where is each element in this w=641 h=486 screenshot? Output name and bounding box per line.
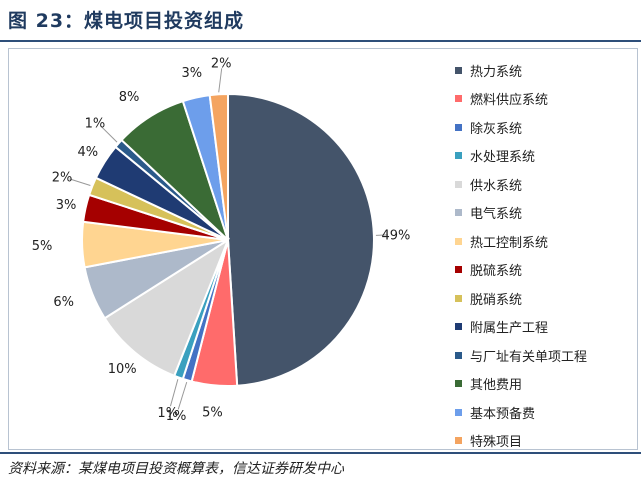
pie-slices [81, 92, 375, 387]
legend-swatch [455, 95, 462, 103]
data-label: 2% [52, 171, 73, 186]
legend-item: 脱硫系统 [455, 256, 635, 285]
data-label: 1% [85, 116, 106, 131]
pie-slice [227, 92, 375, 387]
source-note: 资料来源：某煤电项目投资概算表，信达证券研发中心 [8, 461, 344, 477]
legend-item: 热力系统 [455, 56, 635, 85]
legend-item: 基本预备费 [455, 398, 635, 427]
leader-line [100, 125, 118, 143]
legend-item: 特殊项目 [455, 427, 635, 456]
legend-swatch [455, 351, 462, 359]
legend-label: 附属生产工程 [470, 321, 549, 337]
legend-item: 其他费用 [455, 370, 635, 399]
pie-slice [208, 92, 229, 241]
data-labels: 49%5%1%1%10%6%5%3%2%4%1%8%3%2% [32, 56, 411, 424]
legend-item: 脱硝系统 [455, 284, 635, 313]
pie-slice [103, 237, 231, 378]
legend-label: 脱硫系统 [470, 264, 523, 280]
data-label: 8% [119, 90, 140, 105]
pie-chart: 49%5%1%1%10%6%5%3%2%4%1%8%3%2% [32, 56, 411, 424]
leader-line [69, 178, 91, 186]
legend-swatch [455, 408, 462, 416]
data-label: 3% [181, 66, 202, 81]
legend-item: 附属生产工程 [455, 313, 635, 342]
legend-label: 燃料供应系统 [470, 93, 549, 109]
data-label: 2% [211, 56, 232, 71]
data-label: 1% [166, 409, 187, 424]
data-label: 49% [381, 229, 410, 244]
legend-item: 电气系统 [455, 199, 635, 228]
legend-swatch [455, 323, 462, 331]
leader-lines [69, 68, 388, 410]
legend-label: 电气系统 [470, 207, 523, 223]
data-label: 6% [53, 295, 74, 310]
legend-label: 除灰系统 [470, 121, 523, 137]
chart-frame [8, 48, 638, 450]
legend-swatch [455, 209, 462, 217]
data-label: 5% [202, 405, 223, 420]
legend-swatch [455, 266, 462, 274]
data-label: 4% [78, 145, 99, 160]
source-divider [0, 452, 641, 454]
title-divider [0, 40, 641, 42]
legend-item: 热工控制系统 [455, 227, 635, 256]
legend-swatch [455, 437, 462, 445]
legend-item: 除灰系统 [455, 113, 635, 142]
legend-label: 供水系统 [470, 178, 523, 194]
legend-label: 脱硝系统 [470, 292, 523, 308]
legend-label: 热工控制系统 [470, 235, 549, 251]
legend-swatch [455, 123, 462, 131]
data-label: 10% [108, 362, 137, 377]
legend-item: 燃料供应系统 [455, 85, 635, 114]
chart-title: 图 23：煤电项目投资组成 [8, 10, 245, 32]
data-label: 3% [56, 198, 77, 213]
legend-label: 与厂址有关单项工程 [470, 349, 588, 365]
legend-label: 基本预备费 [470, 406, 536, 422]
legend-swatch [455, 66, 462, 74]
legend-swatch [455, 152, 462, 160]
legend-label: 水处理系统 [470, 150, 536, 166]
legend-swatch [455, 180, 462, 188]
legend-item: 与厂址有关单项工程 [455, 341, 635, 370]
legend-swatch [455, 294, 462, 302]
legend-item: 供水系统 [455, 170, 635, 199]
leader-line [218, 68, 223, 93]
data-label: 5% [32, 239, 53, 254]
legend-swatch [455, 380, 462, 388]
legend-label: 其他费用 [470, 378, 523, 394]
leader-line [177, 381, 188, 410]
legend-label: 特殊项目 [470, 435, 523, 451]
leader-line [169, 379, 179, 407]
legend-item: 水处理系统 [455, 142, 635, 171]
data-label: 1% [157, 406, 178, 421]
chart-legend: 热力系统燃料供应系统 除灰系统水处理系统供水系统电气系统热工控制系统 脱硫系统脱硝系… [455, 56, 635, 455]
legend-label: 热力系统 [470, 64, 523, 80]
legend-swatch [455, 237, 462, 245]
